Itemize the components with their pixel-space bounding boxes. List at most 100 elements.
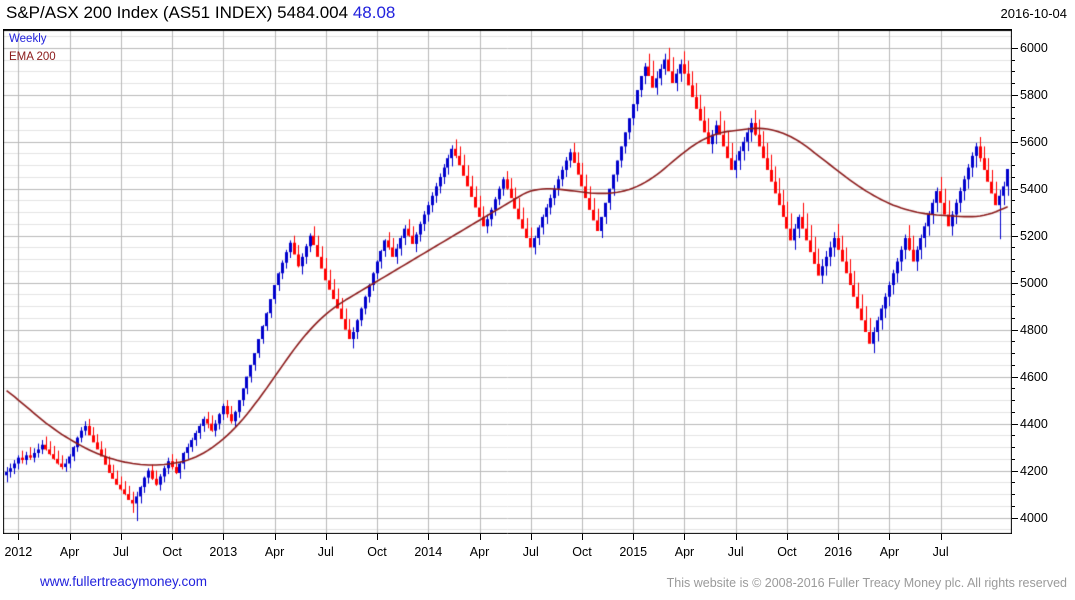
y-axis-tick bbox=[1012, 59, 1015, 61]
y-axis-tick bbox=[1012, 400, 1015, 402]
y-axis-tick bbox=[1012, 106, 1015, 108]
x-axis-tick bbox=[581, 534, 583, 540]
instrument-title: S&P/ASX 200 Index (AS51 INDEX) 5484.004 bbox=[6, 3, 349, 22]
x-axis-label: 2014 bbox=[414, 545, 443, 559]
x-axis-label: Apr bbox=[674, 545, 695, 559]
y-axis-tick bbox=[1012, 83, 1015, 85]
y-axis-tick bbox=[1012, 494, 1015, 496]
y-axis-tick bbox=[1012, 212, 1015, 214]
y-axis-tick bbox=[1012, 458, 1015, 460]
x-axis-tick bbox=[223, 534, 225, 540]
x-axis-label: Oct bbox=[162, 545, 182, 559]
x-axis-tick bbox=[69, 534, 71, 540]
legend-ema-200: EMA 200 bbox=[9, 51, 56, 63]
x-axis-label: Jul bbox=[522, 545, 539, 559]
x-axis-label: Jul bbox=[727, 545, 744, 559]
x-axis-label: 2016 bbox=[824, 545, 853, 559]
y-axis-label: 5000 bbox=[1020, 275, 1048, 290]
x-axis-tick bbox=[428, 534, 430, 540]
x-axis-tick bbox=[172, 534, 174, 540]
y-axis-tick bbox=[1012, 141, 1018, 143]
y-axis-tick bbox=[1012, 247, 1015, 249]
chart-plot-area[interactable] bbox=[3, 29, 1012, 534]
x-axis-tick bbox=[684, 534, 686, 540]
y-axis-tick bbox=[1012, 165, 1015, 167]
price-change: 48.08 bbox=[352, 3, 396, 22]
y-axis-tick bbox=[1012, 306, 1015, 308]
y-axis-tick bbox=[1012, 329, 1018, 331]
x-axis-label: Oct bbox=[572, 545, 592, 559]
x-axis-label: 2013 bbox=[209, 545, 238, 559]
y-axis-tick bbox=[1012, 376, 1018, 378]
y-axis-tick bbox=[1012, 505, 1015, 507]
y-axis-tick bbox=[1012, 235, 1018, 237]
x-axis-tick bbox=[838, 534, 840, 540]
x-axis-tick bbox=[530, 534, 532, 540]
x-axis-tick bbox=[889, 534, 891, 540]
y-axis-tick bbox=[1012, 411, 1015, 413]
x-axis-tick bbox=[786, 534, 788, 540]
x-axis-label: Apr bbox=[879, 545, 900, 559]
y-axis-label: 4000 bbox=[1020, 510, 1048, 525]
x-axis-tick bbox=[325, 534, 327, 540]
y-axis-label: 4200 bbox=[1020, 463, 1048, 478]
y-axis-tick bbox=[1012, 364, 1015, 366]
x-axis-label: Jul bbox=[112, 545, 129, 559]
x-axis-label: Oct bbox=[777, 545, 797, 559]
x-axis-label: Jul bbox=[317, 545, 334, 559]
x-axis-label: Apr bbox=[469, 545, 490, 559]
x-axis-tick bbox=[18, 534, 20, 540]
y-axis-tick bbox=[1012, 118, 1015, 120]
y-axis-tick bbox=[1012, 517, 1018, 519]
x-axis-label: Apr bbox=[59, 545, 80, 559]
x-axis-label: 2012 bbox=[4, 545, 33, 559]
y-axis-tick bbox=[1012, 435, 1015, 437]
y-axis-tick bbox=[1012, 259, 1015, 261]
y-axis-tick bbox=[1012, 317, 1015, 319]
y-axis-label: 6000 bbox=[1020, 40, 1048, 55]
x-axis-tick bbox=[940, 534, 942, 540]
site-url[interactable]: www.fullertreacymoney.com bbox=[40, 574, 208, 589]
y-axis-tick bbox=[1012, 94, 1018, 96]
y-axis-tick bbox=[1012, 341, 1015, 343]
y-axis-tick bbox=[1012, 447, 1015, 449]
y-axis-label: 5800 bbox=[1020, 87, 1048, 102]
y-axis-tick bbox=[1012, 200, 1015, 202]
y-axis-label: 4400 bbox=[1020, 416, 1048, 431]
x-axis-tick bbox=[377, 534, 379, 540]
y-axis-tick bbox=[1012, 470, 1018, 472]
y-axis-tick bbox=[1012, 282, 1018, 284]
x-axis-label: Apr bbox=[264, 545, 285, 559]
candlestick-canvas[interactable] bbox=[3, 29, 1012, 534]
y-axis-tick bbox=[1012, 482, 1015, 484]
legend-weekly: Weekly bbox=[9, 33, 47, 45]
y-axis-label: 4600 bbox=[1020, 369, 1048, 384]
as-of-date: 2016-10-04 bbox=[1000, 6, 1068, 21]
y-axis-tick bbox=[1012, 188, 1018, 190]
page-title: S&P/ASX 200 Index (AS51 INDEX) 5484.004 … bbox=[6, 3, 395, 23]
x-axis-label: Jul bbox=[932, 545, 949, 559]
x-axis-tick bbox=[274, 534, 276, 540]
y-axis-label: 5200 bbox=[1020, 228, 1048, 243]
y-axis-tick bbox=[1012, 47, 1018, 49]
x-axis-label: Oct bbox=[367, 545, 387, 559]
y-axis-tick bbox=[1012, 130, 1015, 131]
y-axis-tick bbox=[1012, 71, 1015, 73]
copyright-notice: This website is © 2008-2016 Fuller Treac… bbox=[666, 576, 1067, 590]
x-axis-tick bbox=[120, 534, 122, 540]
y-axis-tick bbox=[1012, 153, 1015, 155]
y-axis-tick bbox=[1012, 423, 1018, 425]
x-axis-tick bbox=[479, 534, 481, 540]
y-axis-tick bbox=[1012, 353, 1015, 355]
y-axis-tick bbox=[1012, 223, 1015, 225]
y-axis-tick bbox=[1012, 176, 1015, 178]
y-axis-tick bbox=[1012, 294, 1015, 296]
x-axis-tick bbox=[633, 534, 635, 540]
y-axis-label: 5400 bbox=[1020, 181, 1048, 196]
x-axis-tick bbox=[735, 534, 737, 540]
y-axis-tick bbox=[1012, 388, 1015, 390]
y-axis-label: 4800 bbox=[1020, 322, 1048, 337]
x-axis-label: 2015 bbox=[619, 545, 648, 559]
y-axis-label: 5600 bbox=[1020, 134, 1048, 149]
